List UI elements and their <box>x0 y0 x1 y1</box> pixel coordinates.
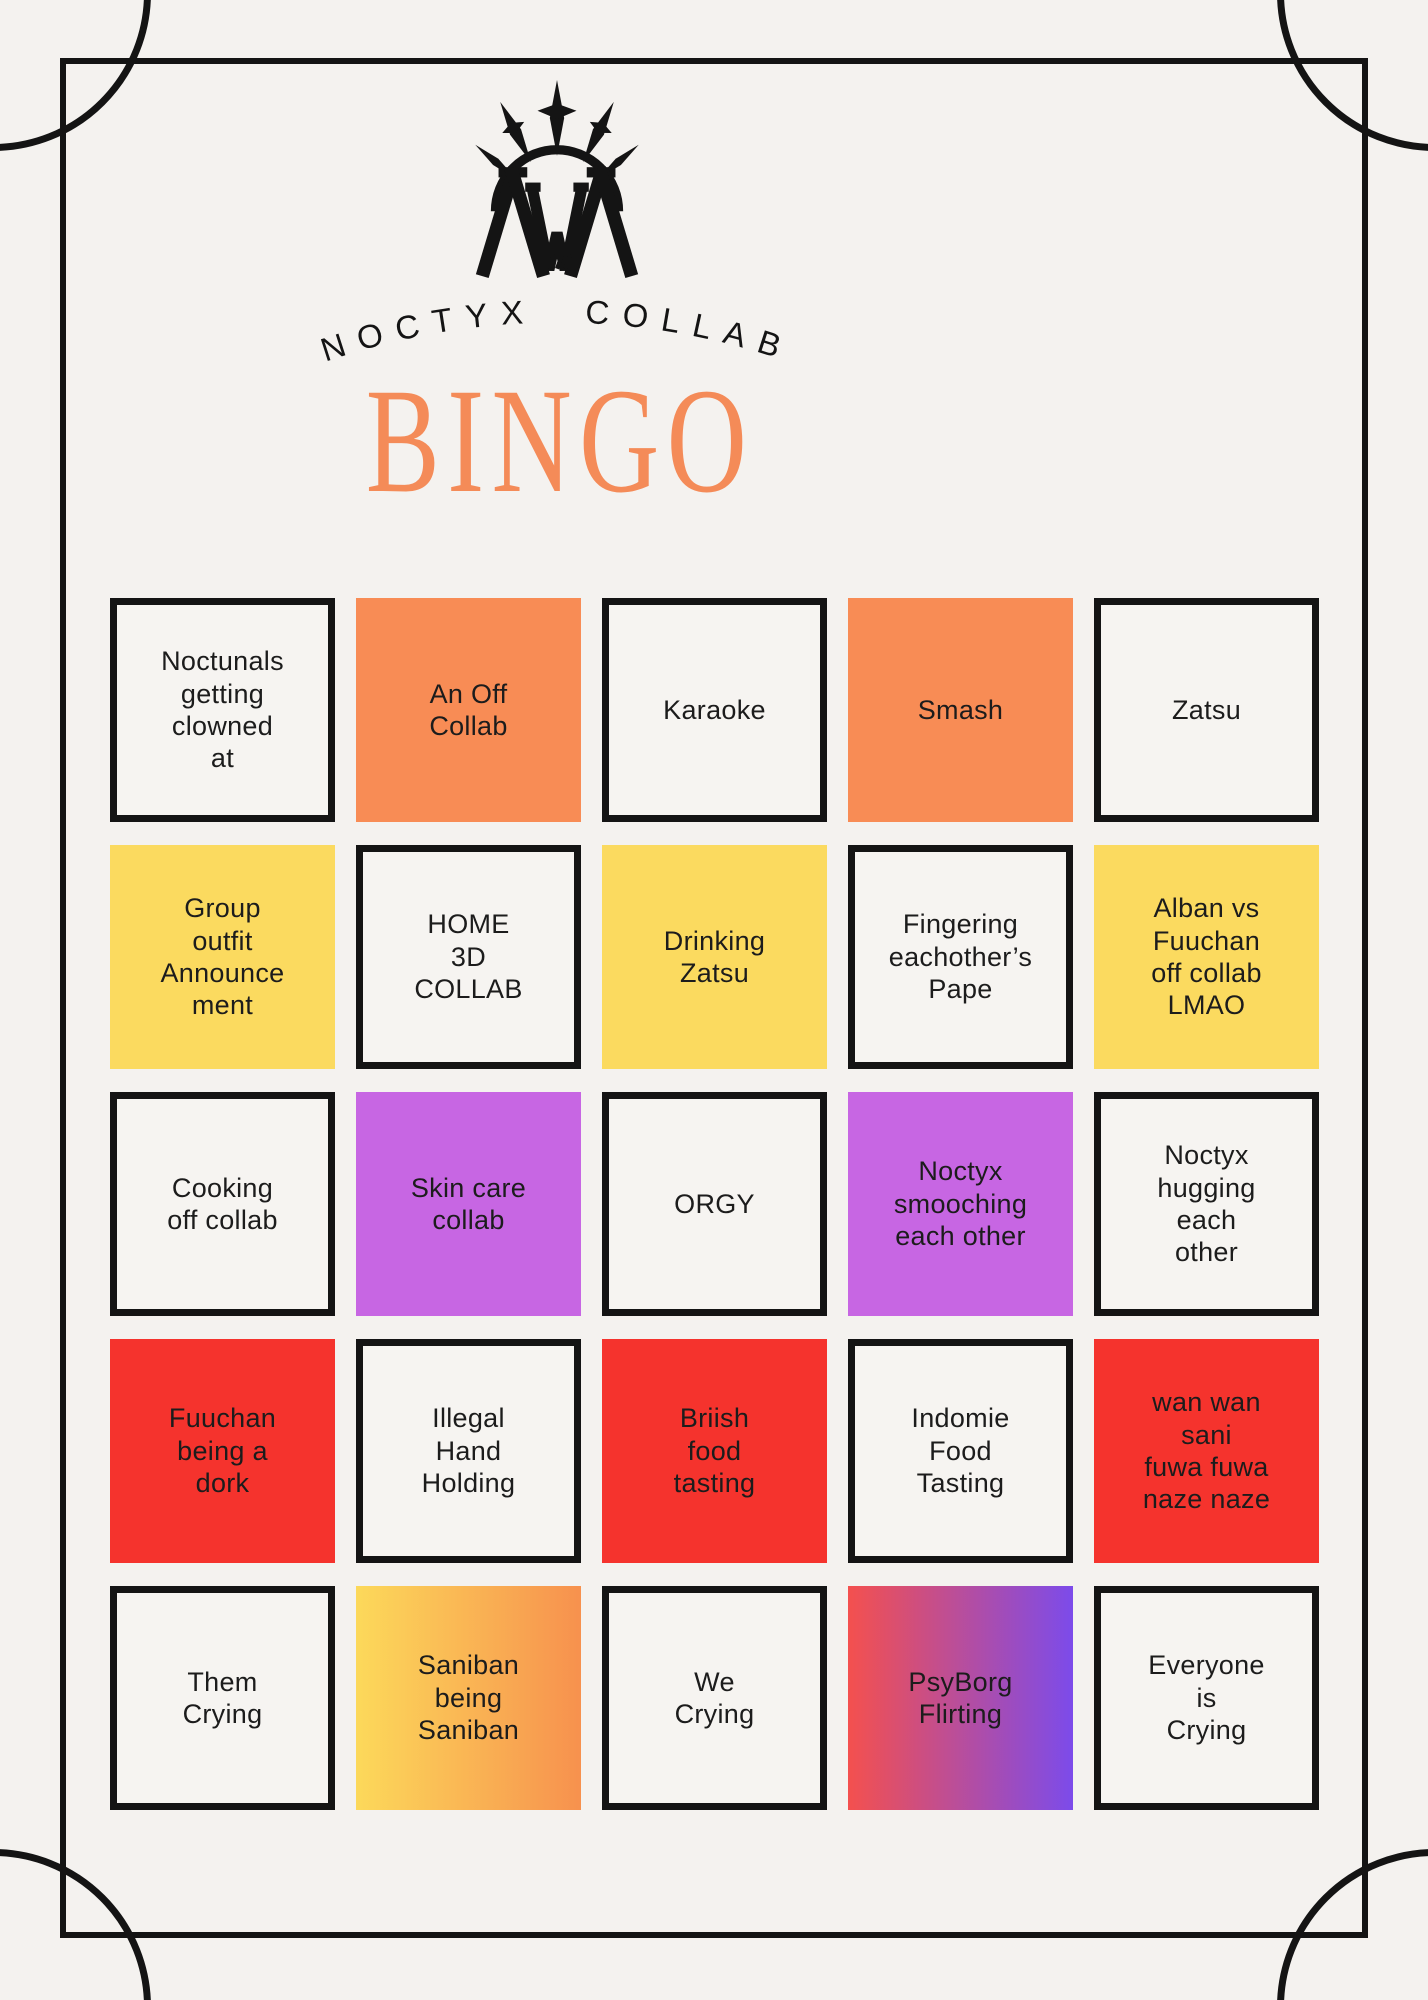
bingo-cell[interactable]: wan wan sani fuwa fuwa naze naze <box>1094 1339 1319 1563</box>
noctyx-logo-icon <box>475 80 639 279</box>
bingo-cell[interactable]: Noctyx smooching each other <box>848 1092 1073 1316</box>
bingo-cell[interactable]: We Crying <box>602 1586 827 1810</box>
cell-text: Fingering eachother’s Pape <box>888 909 1033 1005</box>
page-title-wrap: BINGO <box>298 366 823 516</box>
cell-text: Alban vs Fuuchan off collab LMAO <box>1151 893 1262 1021</box>
bingo-cell[interactable]: Zatsu <box>1094 598 1319 822</box>
cell-text: Smash <box>917 694 1004 725</box>
cell-text: Group outfit Announce ment <box>160 893 285 1021</box>
bingo-cell[interactable]: Fingering eachother’s Pape <box>848 845 1073 1069</box>
cell-text: Noctyx smooching each other <box>893 1156 1028 1252</box>
bingo-cell[interactable]: Everyone is Crying <box>1094 1586 1319 1810</box>
bingo-cell[interactable]: Alban vs Fuuchan off collab LMAO <box>1094 845 1319 1069</box>
cell-text: Indomie Food Tasting <box>911 1403 1010 1499</box>
cell-text: Karaoke <box>663 694 766 725</box>
cell-text: We Crying <box>674 1666 755 1729</box>
corner-arc-bottom-left-icon <box>0 1849 151 2000</box>
bingo-cell[interactable]: Illegal Hand Holding <box>356 1339 581 1563</box>
cell-text: Zatsu <box>1171 694 1242 725</box>
bingo-cell[interactable]: Drinking Zatsu <box>602 845 827 1069</box>
cell-text: Noctyx hugging each other <box>1157 1140 1256 1268</box>
cell-text: Them Crying <box>182 1666 263 1729</box>
bingo-cell[interactable]: Noctunals getting clowned at <box>110 598 335 822</box>
bingo-cell[interactable]: Karaoke <box>602 598 827 822</box>
cell-text: wan wan sani fuwa fuwa naze naze <box>1142 1387 1271 1515</box>
cell-text: ORGY <box>674 1188 755 1219</box>
bingo-cell[interactable]: An Off Collab <box>356 598 581 822</box>
cell-text: Noctunals getting clowned at <box>161 646 284 774</box>
bingo-cell[interactable]: Indomie Food Tasting <box>848 1339 1073 1563</box>
cell-text: Saniban being Saniban <box>417 1650 520 1746</box>
corner-arc-top-right-icon <box>1277 0 1428 151</box>
bingo-cell[interactable]: Cooking off collab <box>110 1092 335 1316</box>
bingo-cell[interactable]: Group outfit Announce ment <box>110 845 335 1069</box>
cell-text: HOME 3D COLLAB <box>414 909 523 1005</box>
cell-text: PsyBorg Flirting <box>908 1666 1013 1729</box>
bingo-cell[interactable]: Saniban being Saniban <box>356 1586 581 1810</box>
cell-text: Skin care collab <box>410 1172 527 1235</box>
page-title: BINGO <box>365 358 755 524</box>
cell-text: An Off Collab <box>429 678 508 741</box>
cell-text: Fuuchan being a dork <box>168 1403 277 1499</box>
bingo-cell[interactable]: HOME 3D COLLAB <box>356 845 581 1069</box>
brand-arc-text: NOCTYX COLLAB <box>316 292 785 368</box>
bingo-cell[interactable]: ORGY <box>602 1092 827 1316</box>
cell-text: Drinking Zatsu <box>663 925 766 988</box>
cell-text: Everyone is Crying <box>1148 1650 1265 1746</box>
bingo-cell[interactable]: Skin care collab <box>356 1092 581 1316</box>
cell-text: Briish food tasting <box>673 1403 756 1499</box>
bingo-cell[interactable]: Fuuchan being a dork <box>110 1339 335 1563</box>
bingo-cell[interactable]: Briish food tasting <box>602 1339 827 1563</box>
bingo-grid: Noctunals getting clowned at An Off Coll… <box>110 598 1319 1810</box>
cell-text: Illegal Hand Holding <box>421 1403 516 1499</box>
bingo-cell[interactable]: PsyBorg Flirting <box>848 1586 1073 1810</box>
bingo-cell[interactable]: Them Crying <box>110 1586 335 1810</box>
bingo-cell[interactable]: Smash <box>848 598 1073 822</box>
cell-text: Cooking off collab <box>167 1172 278 1235</box>
corner-arc-top-left-icon <box>0 0 151 151</box>
bingo-cell[interactable]: Noctyx hugging each other <box>1094 1092 1319 1316</box>
corner-arc-bottom-right-icon <box>1277 1849 1428 2000</box>
